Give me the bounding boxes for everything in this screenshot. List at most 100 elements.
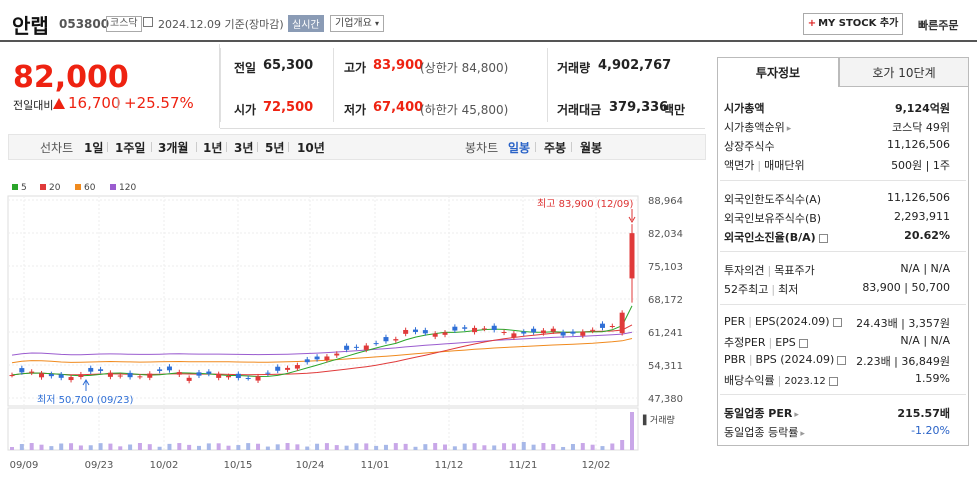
volume-bar [246,443,251,450]
tab-invest-info[interactable]: 투자정보 [717,57,839,87]
candle-body [98,369,104,371]
tab-10year[interactable]: 10년 [297,141,325,155]
volume-bar [521,442,526,450]
candle-body [403,329,409,334]
volume-bar [177,443,182,450]
pipe: | [748,353,753,366]
candle-body [353,346,359,348]
tab-5year[interactable]: 5년 [265,141,285,155]
pbr-bps-label: PBR | BPS (2024.09) [724,353,847,366]
volume-bar [49,446,54,450]
divider [288,142,289,152]
candle-body [373,343,379,345]
volume-bar [630,412,634,450]
pipe: | [748,315,752,328]
per-label: PER [724,315,746,328]
volume-bar [580,443,585,450]
volume-bar [403,443,408,450]
divider [196,142,197,152]
add-mystock-button[interactable]: + MY STOCK 추가 [803,13,903,35]
tab-order-book[interactable]: 호가 10단계 [839,57,969,87]
par-unit-label: 액면가 | 매매단위 [724,157,805,173]
help-icon[interactable] [832,317,842,327]
high-label: 고가 [344,61,367,75]
market-cap-rank-label[interactable]: 시가총액순위 ▸ [724,119,791,135]
tab-3month[interactable]: 3개월 [158,141,189,155]
x-tick-label: 09/23 [85,460,114,471]
trade-amount-unit: 백만 [663,103,686,117]
candle-body [501,331,507,333]
est-eps-label: EPS [775,336,796,349]
stock-name: 안랩 [12,14,49,38]
volume-bar [137,443,142,450]
candle-body [196,372,202,376]
volume-bar [206,443,211,450]
open-label: 시가 [234,103,257,117]
listed-shares-label: 상장주식수 [724,140,775,153]
est-per-eps-value: N/A | N/A [900,334,950,347]
tab-1day[interactable]: 1일 [84,141,104,155]
candle-body [452,326,458,331]
stock-code: 053800 [59,17,110,31]
candle-body [206,371,212,374]
bps-label: BPS (2024.09) [755,353,835,366]
help-icon[interactable] [828,376,838,386]
x-tick-label: 11/01 [361,460,390,471]
quote-date: 2024.12.09 기준(장마감) [158,18,284,31]
volume-bar [59,443,64,450]
candle-body [531,328,537,333]
candle-body [511,333,517,338]
y-tick-label: 47,380 [648,394,683,405]
x-tick-label: 11/12 [435,460,464,471]
divider [720,251,966,252]
tab-3year[interactable]: 3년 [234,141,254,155]
divider [151,142,152,152]
legend-label-5: 5 [21,183,27,193]
volume-label: ▌거래량 [642,414,675,426]
eps-label: EPS(2024.09) [754,315,830,328]
tab-monthly[interactable]: 월봉 [580,141,603,155]
volume-bar [413,446,418,450]
volume-bar [443,444,448,450]
help-icon[interactable] [837,355,847,365]
pipe: | [771,283,776,296]
help-icon[interactable] [818,233,828,243]
opinion-target-label: 투자의견 | 목표주가 [724,262,815,278]
help-icon[interactable] [798,338,808,348]
y-tick-label: 75,103 [648,262,683,273]
tab-1year[interactable]: 1년 [203,141,223,155]
volume-bar [236,445,241,450]
candle-body [294,365,300,369]
volume-bar [10,447,14,450]
change-amount: 16,700 [68,94,121,112]
volume-bar [265,446,270,450]
volume-bar [29,443,34,450]
sector-rate-label[interactable]: 동일업종 등락률 ▸ [724,424,805,440]
volume-bar [383,444,388,450]
candle-body [481,328,487,330]
low-annotation: 최저 50,700 (09/23) [37,394,133,406]
price-chart[interactable]: 5 20 60 120 88,964 82,034 75,103 68,172 61,241 5… [0,176,706,479]
volume-bar [285,443,290,450]
trade-amount-value: 379,336 [609,100,669,115]
tab-1week[interactable]: 1주일 [115,141,146,155]
candle-body [472,327,478,333]
volume-bar [541,443,546,450]
tab-daily[interactable]: 일봉 [508,141,531,155]
y-tick-label: 82,034 [648,229,683,240]
tab-weekly[interactable]: 주봉 [544,141,567,155]
sector-per-text: 동일업종 PER [724,407,793,420]
par-unit-value: 500원 | 1주 [891,159,950,172]
pbr-label: PBR [724,353,746,366]
quick-order-button[interactable]: 빠른주문 [918,19,959,32]
volume-bar [492,445,497,450]
market-cap-rank-value: 코스닥 49위 [892,121,950,134]
sector-per-label[interactable]: 동일업종 PER ▸ [724,405,799,421]
opinion-label: 투자의견 [724,264,765,277]
par-label: 액면가 [724,159,755,172]
volume-bar [196,445,201,450]
company-overview-dropdown[interactable]: 기업개요 ▾ [330,15,385,32]
candle-body [9,375,15,377]
candle-body [462,327,468,329]
realtime-button[interactable]: 실시간 [288,15,324,32]
